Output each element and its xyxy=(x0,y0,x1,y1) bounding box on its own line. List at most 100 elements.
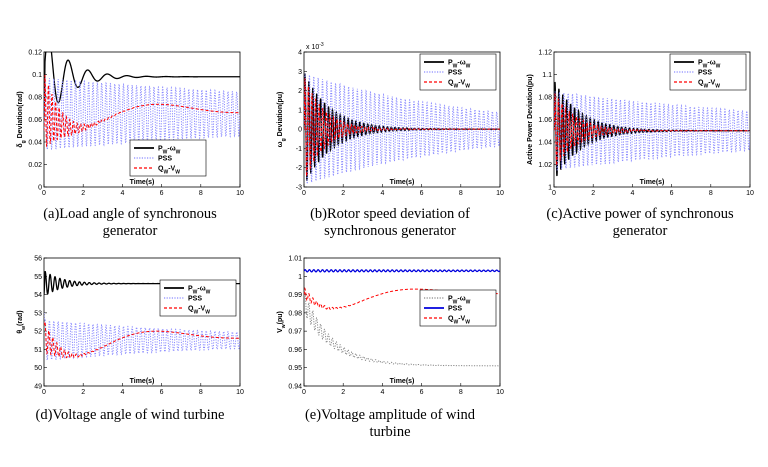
x-tick-label-b-5: 10 xyxy=(496,190,504,197)
y-tick-label-b-3: 0 xyxy=(298,127,302,134)
y-tick-label-e-4: 0.98 xyxy=(288,310,302,317)
y-axis-label-e: Vw(pu) xyxy=(277,311,287,333)
series-line-a-2 xyxy=(44,74,240,147)
chart-b: 0 2 4 6 8 10 -3 -2 -1 0 1 2 3 4 x 10-3 Time(s) ωg Deviat… xyxy=(270,40,510,200)
legend-label-d-0: PW-ωW xyxy=(188,286,211,296)
chart-a: 0 2 4 6 8 10 0 0.02 0.04 0.06 0.08 0.1 0.12 Time(s) δg… xyxy=(10,40,250,200)
x-tick-label-c-1: 2 xyxy=(591,190,595,197)
y-tick-label-e-7: 1.01 xyxy=(288,256,302,263)
series-line-b-0 xyxy=(304,73,500,181)
legend-label-a-1: PSS xyxy=(158,156,172,163)
y-tick-label-e-5: 0.99 xyxy=(288,292,302,299)
series-group-b xyxy=(304,73,500,185)
series-group-c xyxy=(554,81,750,177)
x-tick-label-e-5: 10 xyxy=(496,389,504,396)
y-tick-label-d-4: 53 xyxy=(34,310,42,317)
x-axis-label-e: Time(s) xyxy=(390,378,415,385)
y-tick-label-d-3: 52 xyxy=(34,329,42,336)
y-tick-label-c-3: 1.06 xyxy=(538,117,552,124)
x-tick-label-a-5: 10 xyxy=(236,190,244,197)
y-tick-label-d-1: 50 xyxy=(34,365,42,372)
y-tick-label-d-2: 51 xyxy=(34,347,42,354)
plot-area-d xyxy=(43,257,241,387)
x-tick-label-d-2: 4 xyxy=(120,389,124,396)
y-axis-label-d: θw(rad) xyxy=(17,310,27,333)
x-tick-label-e-3: 6 xyxy=(420,389,424,396)
y-tick-label-e-3: 0.97 xyxy=(288,329,302,336)
legend-label-a-2: QW-VW xyxy=(158,166,180,176)
x-axis-label-b: Time(s) xyxy=(390,179,415,186)
x-axis-label-d: Time(s) xyxy=(130,378,155,385)
legend-label-e-2: QW-VW xyxy=(448,316,470,326)
x-tick-label-b-1: 2 xyxy=(341,190,345,197)
y-tick-label-b-5: 2 xyxy=(298,88,302,95)
caption-d: (d)Voltage angle of wind turbine xyxy=(5,407,255,424)
series-line-d-1 xyxy=(44,312,240,362)
x-tick-label-c-0: 0 xyxy=(552,190,556,197)
x-tick-label-d-4: 8 xyxy=(199,389,203,396)
legend-label-c-1: PSS xyxy=(698,70,712,77)
y-tick-label-d-5: 54 xyxy=(34,292,42,299)
y-tick-label-b-6: 3 xyxy=(298,69,302,76)
x-tick-label-e-1: 2 xyxy=(341,389,345,396)
x-axis-label-c: Time(s) xyxy=(640,179,665,186)
caption-b: (b)Rotor speed deviation of synchronous … xyxy=(275,206,505,240)
chart-c-plot: 0 2 4 6 8 10 1 1.02 1.04 1.06 1.08 1.1 1.12 Time(s) Ac… xyxy=(527,50,754,198)
chart-a-plot: 0 2 4 6 8 10 0 0.02 0.04 0.06 0.08 0.1 0.12 Time(s) δg… xyxy=(17,50,244,198)
y-tick-label-a-3: 0.06 xyxy=(28,117,42,124)
x-tick-label-e-4: 8 xyxy=(459,389,463,396)
x-tick-label-d-1: 2 xyxy=(81,389,85,396)
y-tick-label-a-5: 0.1 xyxy=(32,72,42,79)
caption-c-line-2: generator xyxy=(612,223,668,239)
y-tick-label-d-6: 55 xyxy=(34,274,42,281)
legend-label-c-0: PW-ωW xyxy=(698,60,721,70)
legend-label-a-0: PW-ωW xyxy=(158,146,181,156)
chart-d-plot: 0 2 4 6 8 10 49 50 51 52 53 54 55 56 Time(s) θw(rad) PW-… xyxy=(17,256,244,397)
y-tick-label-b-2: -1 xyxy=(296,146,302,153)
x-tick-label-b-2: 4 xyxy=(380,190,384,197)
x-tick-label-e-2: 4 xyxy=(380,389,384,396)
y-tick-label-b-0: -3 xyxy=(296,185,302,192)
series-line-e-0 xyxy=(304,292,500,367)
caption-a-line-1: (a)Load angle of synchronous xyxy=(43,206,217,222)
legend-label-e-1: PSS xyxy=(448,306,462,313)
x-tick-label-c-2: 4 xyxy=(630,190,634,197)
chart-e-plot: 0 2 4 6 8 10 0.94 0.95 0.96 0.97 0.98 0.99 1 1.01 Time… xyxy=(277,256,504,397)
y-tick-label-c-1: 1.02 xyxy=(538,162,552,169)
legend-label-d-2: QW-VW xyxy=(188,306,210,316)
y-tick-label-c-0: 1 xyxy=(548,185,552,192)
y-tick-label-b-7: 4 xyxy=(298,50,302,57)
y-axis-label-b: ωg Deviation(pu) xyxy=(277,92,287,148)
x-tick-label-c-5: 10 xyxy=(746,190,754,197)
series-line-c-2 xyxy=(554,93,750,166)
y-tick-label-e-1: 0.95 xyxy=(288,365,302,372)
series-line-e-1 xyxy=(304,269,500,273)
series-line-a-1 xyxy=(44,77,240,152)
x-tick-label-e-0: 0 xyxy=(302,389,306,396)
x-tick-label-a-1: 2 xyxy=(81,190,85,197)
caption-e: (e)Voltage amplitude of wind turbine xyxy=(275,407,505,441)
plot-area-e xyxy=(303,257,501,387)
series-line-d-2 xyxy=(44,321,240,359)
y-tick-label-d-7: 56 xyxy=(34,256,42,263)
chart-d: 0 2 4 6 8 10 49 50 51 52 53 54 55 56 Time(s) θw(rad) PW-… xyxy=(10,248,250,400)
caption-a: (a)Load angle of synchronous generator xyxy=(15,206,245,240)
y-exponent-b: x 10-3 xyxy=(306,42,324,51)
legend-label-e-0: PW-ωW xyxy=(448,296,471,306)
x-tick-label-d-3: 6 xyxy=(160,389,164,396)
x-tick-label-d-0: 0 xyxy=(42,389,46,396)
x-tick-label-a-4: 8 xyxy=(199,190,203,197)
chart-c: 0 2 4 6 8 10 1 1.02 1.04 1.06 1.08 1.1 1.12 Time(s) Ac… xyxy=(520,40,760,200)
legend-label-d-1: PSS xyxy=(188,296,202,303)
x-tick-label-a-2: 4 xyxy=(120,190,124,197)
x-tick-label-d-5: 10 xyxy=(236,389,244,396)
caption-c-line-1: (c)Active power of synchronous xyxy=(546,206,734,222)
y-axis-label-c: Active Power Deviation(pu) xyxy=(527,74,534,165)
x-tick-label-b-4: 8 xyxy=(459,190,463,197)
series-line-b-1 xyxy=(304,73,500,185)
x-tick-label-c-4: 8 xyxy=(709,190,713,197)
caption-e-line-1: (e)Voltage amplitude of wind xyxy=(304,407,476,423)
